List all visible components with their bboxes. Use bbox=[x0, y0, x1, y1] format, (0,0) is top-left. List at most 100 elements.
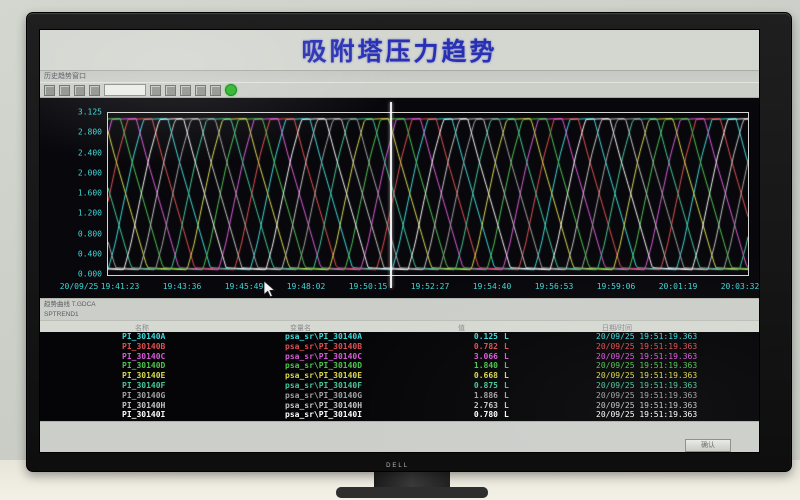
y-axis-tick: 2.400 bbox=[77, 148, 102, 157]
info-strip: 趋势曲线 T.GDCA SPTREND1 bbox=[40, 298, 759, 321]
axis-date-label: 20/09/25 bbox=[59, 282, 99, 291]
variable-path-cell: psa_sr\PI_30140D bbox=[285, 361, 363, 371]
mouse-cursor bbox=[264, 281, 276, 298]
screen: 吸附塔压力趋势 历史趋势窗口 3.125 2.800 2.400 2.000 1.600… bbox=[39, 29, 760, 453]
timestamp-cell: 20/09/25 19:51:19.363 bbox=[596, 371, 698, 381]
trend-lines-canvas[interactable] bbox=[108, 113, 748, 275]
title-band: 吸附塔压力趋势 bbox=[40, 30, 759, 70]
monitor-stand-base bbox=[336, 487, 488, 498]
y-axis-tick: 0.800 bbox=[77, 229, 102, 238]
value-cell: 2.763 bbox=[473, 400, 498, 410]
time-axis-tick: 19:59:06 bbox=[596, 282, 636, 291]
table-row[interactable]: PI_30140F psa_sr\PI_30140F 0.875 L 20/09/25 … bbox=[40, 381, 759, 391]
tag-table-header: 名称 变量名 值 日期/时间 bbox=[40, 320, 759, 333]
value-cell: 0.125 bbox=[473, 332, 498, 341]
unit-cell: L bbox=[504, 332, 509, 341]
table-header-cell: 值 bbox=[458, 325, 465, 332]
time-axis-tick: 19:56:53 bbox=[534, 282, 574, 291]
table-header-cell: 变量名 bbox=[290, 325, 311, 332]
value-cell: 1.840 bbox=[473, 361, 498, 371]
value-cell: 0.668 bbox=[473, 371, 498, 381]
time-axis-tick: 19:52:27 bbox=[410, 282, 450, 291]
unit-cell: L bbox=[504, 381, 509, 390]
plot-area[interactable] bbox=[107, 112, 749, 276]
table-row[interactable]: PI_30140B psa_sr\PI_30140B 0.782 L 20/09/25 … bbox=[40, 342, 759, 352]
time-axis-tick: 20:01:19 bbox=[658, 282, 698, 291]
unit-cell: L bbox=[504, 410, 509, 420]
variable-path-cell: psa_sr\PI_30140I bbox=[285, 410, 363, 420]
timestamp-cell: 20/09/25 19:51:19.363 bbox=[596, 351, 698, 361]
variable-path-cell: psa_sr\PI_30140B bbox=[285, 341, 363, 351]
y-axis-tick: 1.600 bbox=[77, 188, 102, 198]
unit-cell: L bbox=[504, 390, 509, 400]
trend-chart-area: 3.125 2.800 2.400 2.000 1.600 1.200 0.800 0.400… bbox=[40, 98, 759, 298]
timestamp-cell: 20/09/25 19:51:19.363 bbox=[596, 381, 698, 390]
variable-path-cell: psa_sr\PI_30140G bbox=[285, 390, 363, 400]
stop-icon[interactable] bbox=[210, 84, 221, 96]
time-axis-tick: 19:48:02 bbox=[286, 282, 326, 291]
time-axis-tick: 19:54:40 bbox=[472, 282, 512, 291]
unit-cell: L bbox=[504, 341, 509, 351]
timestamp-cell: 20/09/25 19:51:19.363 bbox=[596, 400, 698, 410]
new-icon[interactable] bbox=[44, 84, 55, 96]
y-axis-tick: 0.000 bbox=[77, 269, 102, 279]
open-icon[interactable] bbox=[59, 84, 70, 96]
variable-path-cell: psa_sr\PI_30140E bbox=[285, 371, 363, 381]
confirm-button[interactable]: 确认 bbox=[685, 439, 731, 452]
print-icon[interactable] bbox=[89, 84, 100, 96]
y-axis-tick: 2.800 bbox=[77, 127, 102, 137]
tag-name-cell: PI_30140I bbox=[122, 410, 166, 420]
monitor-brand-logo: DELL bbox=[386, 463, 410, 469]
time-axis-tick: 19:43:36 bbox=[162, 282, 202, 291]
trend-group-label: 趋势曲线 T.GDCA bbox=[44, 301, 96, 308]
table-row[interactable]: PI_30140G psa_sr\PI_30140G 1.886 L 20/09/25 … bbox=[40, 391, 759, 401]
table-header-cell: 名称 bbox=[135, 325, 149, 332]
value-cell: 3.066 bbox=[473, 351, 498, 361]
timestamp-cell: 20/09/25 19:51:19.363 bbox=[596, 332, 698, 341]
y-axis-tick: 3.125 bbox=[77, 107, 102, 117]
tag-name-cell: PI_30140C bbox=[122, 351, 166, 361]
table-row[interactable]: PI_30140E psa_sr\PI_30140E 0.668 L 20/09/25 … bbox=[40, 371, 759, 381]
unit-cell: L bbox=[504, 361, 509, 371]
tag-table: PI_30140A psa_sr\PI_30140A 0.125 L 20/09/25 … bbox=[40, 332, 759, 421]
cursor-mode-icon[interactable] bbox=[195, 84, 206, 96]
tag-name-cell: PI_30140E bbox=[122, 371, 166, 381]
run-icon[interactable] bbox=[225, 84, 237, 96]
value-cell: 0.780 bbox=[473, 410, 498, 420]
time-axis-tick: 19:45:49 bbox=[224, 282, 264, 291]
pan-icon[interactable] bbox=[180, 84, 191, 96]
tag-name-cell: PI_30140H bbox=[122, 400, 166, 410]
table-row[interactable]: PI_30140C psa_sr\PI_30140C 3.066 L 20/09/25 … bbox=[40, 352, 759, 362]
zoom-out-icon[interactable] bbox=[165, 84, 176, 96]
value-cell: 1.886 bbox=[473, 390, 498, 400]
tag-name-cell: PI_30140D bbox=[122, 361, 166, 371]
table-row[interactable]: PI_30140D psa_sr\PI_30140D 1.840 L 20/09/25 … bbox=[40, 361, 759, 371]
time-axis-tick: 19:41:23 bbox=[100, 282, 140, 291]
table-header-cell: 日期/时间 bbox=[602, 325, 632, 332]
timestamp-cell: 20/09/25 19:51:19.363 bbox=[596, 390, 698, 400]
tag-name-cell: PI_30140G bbox=[122, 390, 166, 400]
table-row[interactable]: PI_30140A psa_sr\PI_30140A 0.125 L 20/09/25 … bbox=[40, 332, 759, 342]
value-cell: 0.782 bbox=[473, 341, 498, 351]
chart-cursor-line[interactable] bbox=[389, 102, 392, 288]
variable-path-cell: psa_sr\PI_30140F bbox=[285, 381, 363, 390]
y-axis-tick: 2.000 bbox=[77, 168, 102, 178]
unit-cell: L bbox=[504, 400, 509, 410]
trend-file-label: SPTREND1 bbox=[44, 311, 79, 318]
screen-footer: 确认 bbox=[40, 421, 759, 452]
variable-path-cell: psa_sr\PI_30140C bbox=[285, 351, 363, 361]
toolbar bbox=[40, 82, 759, 98]
table-row[interactable]: PI_30140I psa_sr\PI_30140I 0.780 L 20/09/25 … bbox=[40, 410, 759, 420]
window-titlebar: 历史趋势窗口 bbox=[40, 70, 759, 82]
timestamp-cell: 20/09/25 19:51:19.363 bbox=[596, 361, 698, 371]
zoom-in-icon[interactable] bbox=[150, 84, 161, 96]
y-axis-tick: 1.200 bbox=[77, 208, 102, 218]
timestamp-cell: 20/09/25 19:51:19.363 bbox=[596, 410, 698, 420]
table-row[interactable]: PI_30140H psa_sr\PI_30140H 2.763 L 20/09/25 … bbox=[40, 401, 759, 411]
unit-cell: L bbox=[504, 351, 509, 361]
timestamp-cell: 20/09/25 19:51:19.363 bbox=[596, 341, 698, 351]
tag-name-cell: PI_30140A bbox=[122, 332, 166, 341]
save-icon[interactable] bbox=[74, 84, 85, 96]
curve-select-dropdown[interactable] bbox=[104, 84, 146, 96]
